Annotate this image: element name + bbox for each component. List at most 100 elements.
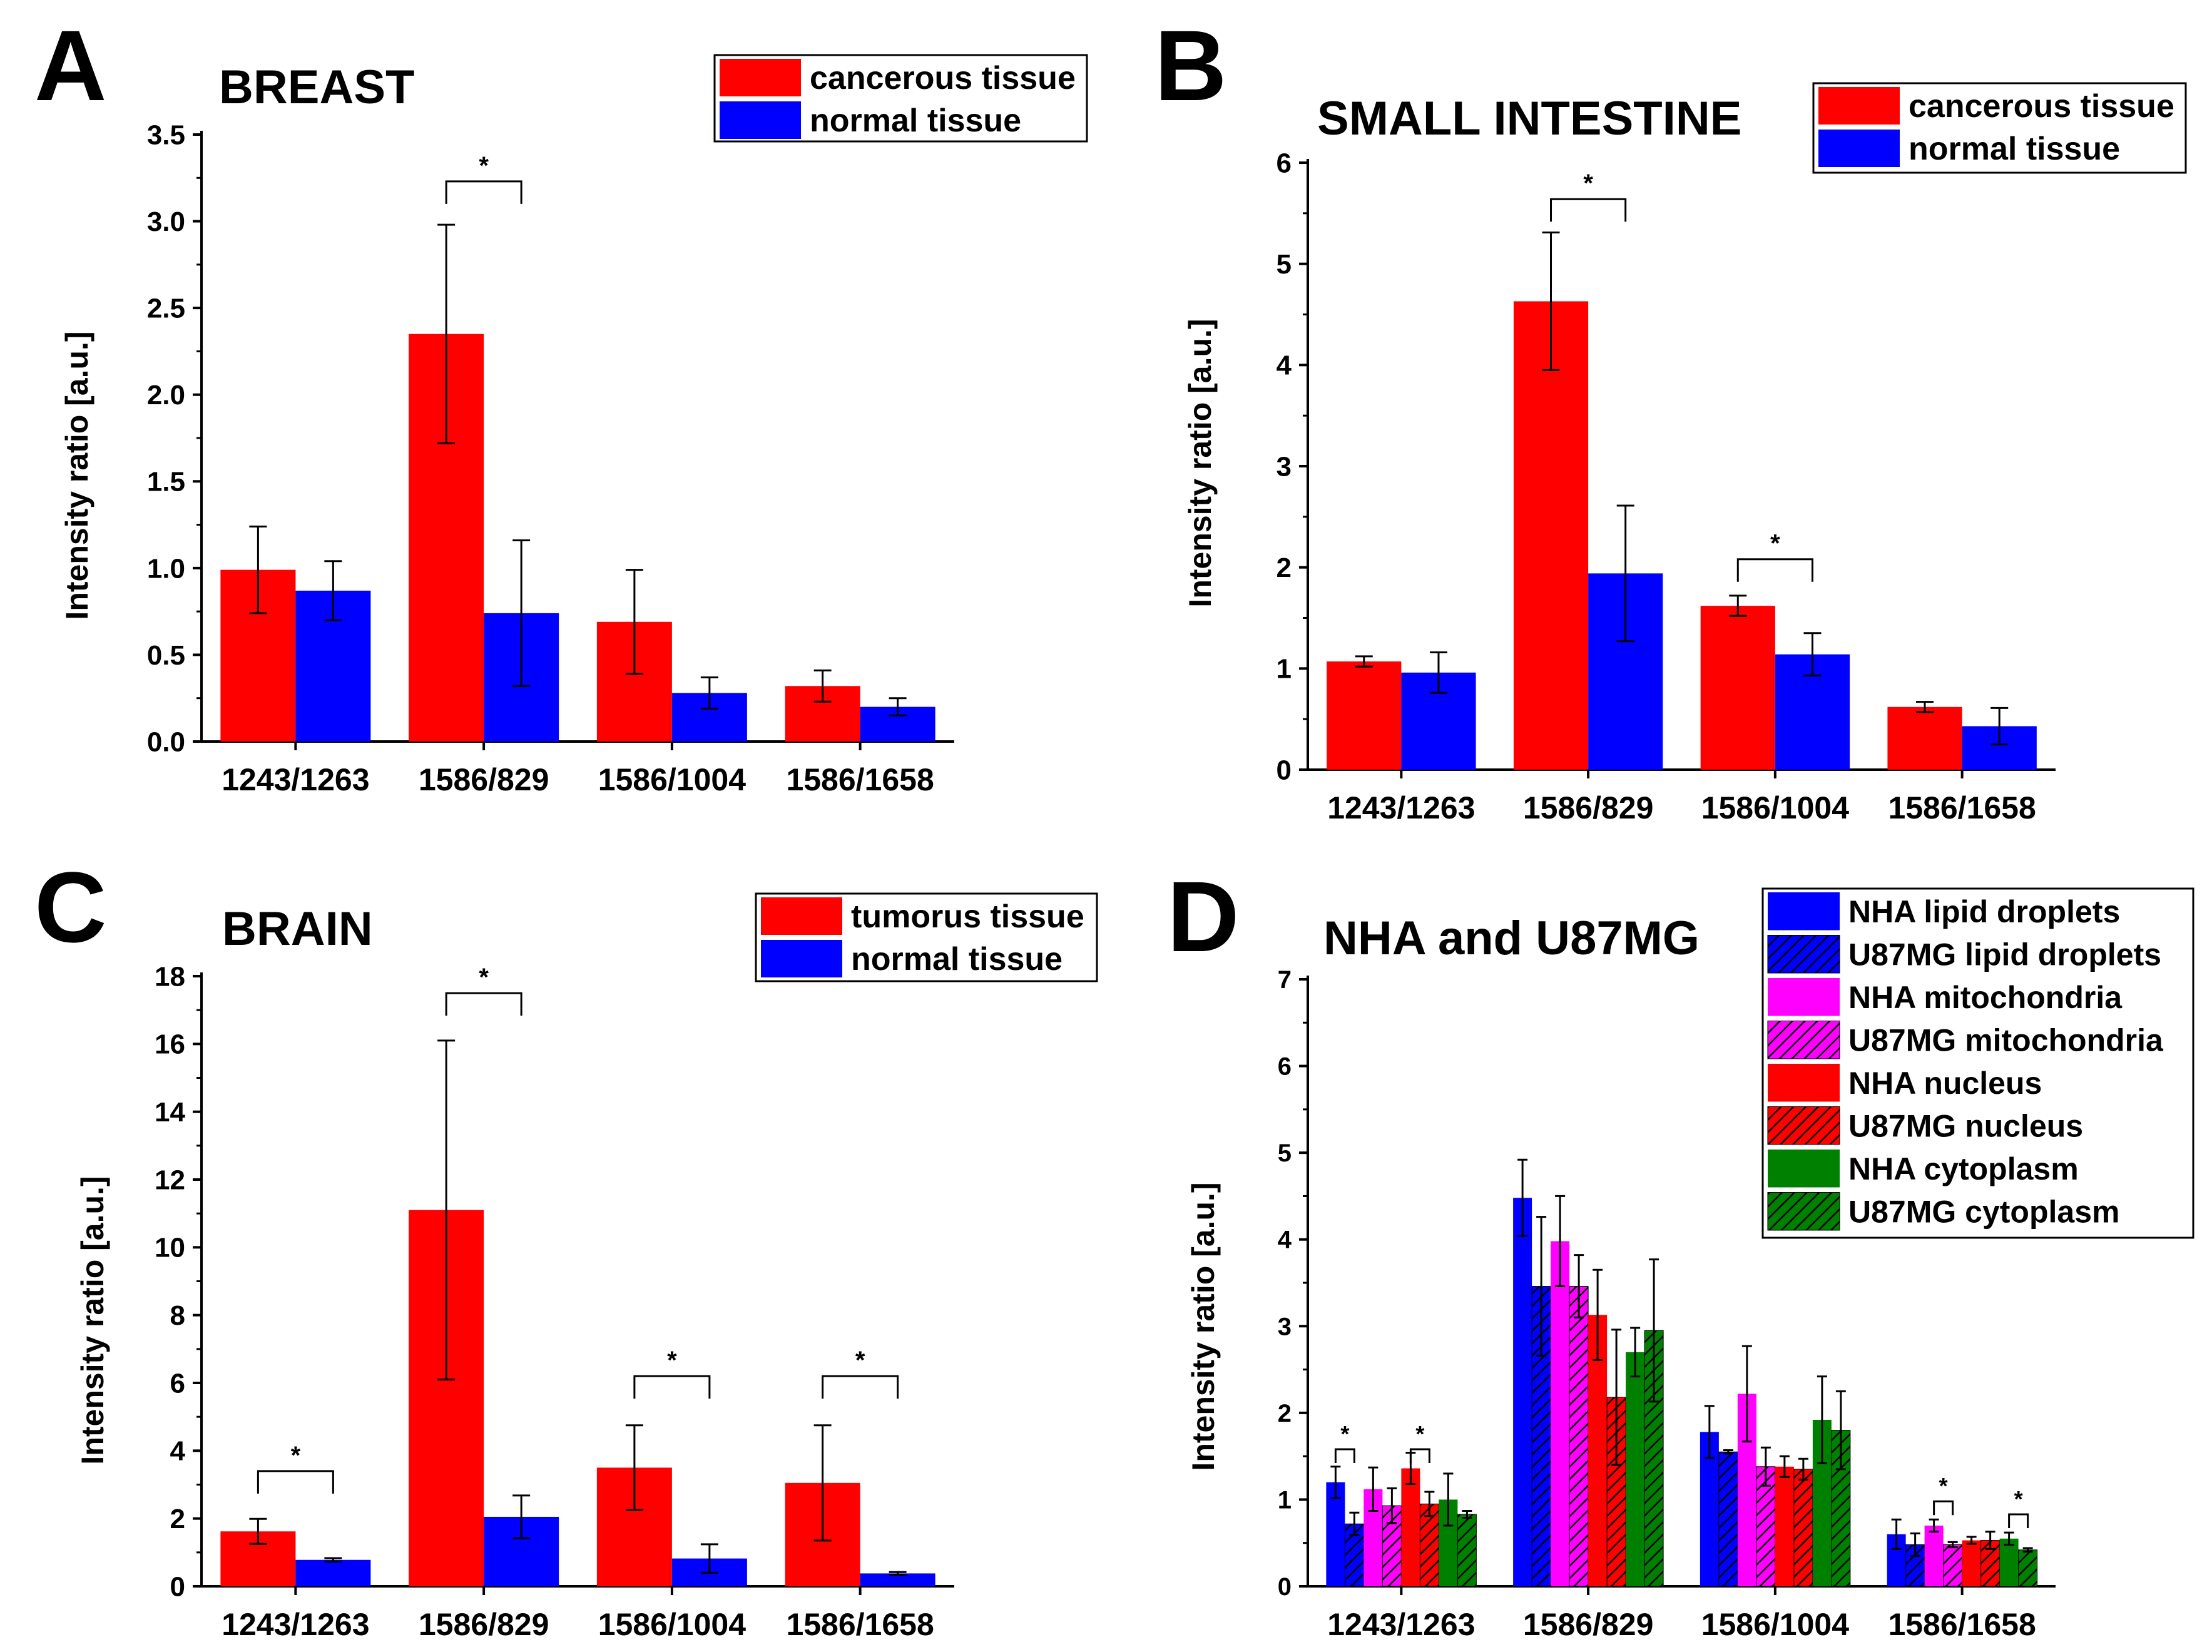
significance-bracket: [1409, 1448, 1430, 1464]
bar: [1793, 1469, 1813, 1587]
y-tick-label: 0: [1278, 1573, 1292, 1601]
significance-bracket: [1933, 1500, 1954, 1516]
significance-star: *: [291, 1442, 301, 1469]
bar: [1887, 706, 1962, 770]
bar: [1569, 1286, 1589, 1587]
legend-swatch: [1768, 1064, 1840, 1102]
x-category-label: 1586/829: [1523, 790, 1654, 825]
legend-swatch: [1768, 978, 1840, 1016]
panel-a-ylabel: Intensity ratio [a.u.]: [59, 331, 94, 620]
legend-label: U87MG lipid droplets: [1848, 937, 2161, 972]
panel-b-title: SMALL INTESTINE: [1317, 92, 1741, 145]
y-tick-label: 1: [1278, 1486, 1292, 1514]
y-tick-label: 8: [170, 1300, 185, 1331]
legend-swatch: [1818, 130, 1900, 167]
legend-label: NHA cytoplasm: [1848, 1151, 2079, 1186]
panel-b: B SMALL INTESTINE Intensity ratio [a.u.]…: [1154, 9, 2187, 825]
y-tick-label: 1.5: [147, 467, 185, 497]
legend-swatch: [1768, 892, 1840, 931]
x-category-label: 1586/1004: [598, 762, 747, 797]
bar: [1551, 1241, 1570, 1586]
significance-bracket: [1736, 558, 1813, 582]
significance-star: *: [1340, 1421, 1349, 1447]
legend-swatch: [1818, 87, 1900, 125]
panel-c-plot: 0 2 4 6 8 10 12 14 16 18 1243/1263 1586/829 1586/100…: [155, 892, 1098, 1642]
bar: [1700, 606, 1775, 770]
legend-swatch: [1767, 935, 1840, 974]
y-tick-label: 2: [170, 1504, 185, 1534]
legend-label: NHA mitochondria: [1848, 980, 2123, 1015]
y-tick-label: 4: [1278, 1226, 1292, 1254]
x-category-label: 1243/1263: [222, 1607, 369, 1642]
panel-c-title: BRAIN: [222, 902, 373, 956]
y-tick-label: 3.5: [147, 120, 185, 150]
bar: [1775, 1466, 1794, 1586]
bar: [1513, 301, 1589, 770]
bar: [1962, 1540, 1981, 1586]
panel-a-plot: 0.0 0.5 1.0 1.5 2.0 2.5 3.0 3.5 1243/1263 1586/82…: [147, 54, 1088, 797]
bar: [1401, 1468, 1420, 1586]
legend-label: U87MG nucleus: [1848, 1108, 2083, 1143]
x-category-label: 1586/1004: [1701, 790, 1850, 825]
y-tick-label: 18: [155, 961, 185, 992]
x-category-label: 1586/1004: [598, 1607, 747, 1642]
significance-star: *: [855, 1347, 865, 1374]
y-tick-label: 1: [1277, 654, 1292, 685]
panel-b-ylabel: Intensity ratio [a.u.]: [1183, 319, 1218, 607]
y-tick-label: 14: [155, 1097, 185, 1128]
panel-d-plot: 0 1 2 3 4 5 6 7 1243/1263 1586/829 1586/1004 1586/1…: [1278, 887, 2194, 1642]
legend-swatch: [761, 897, 842, 935]
significance-bracket: [1550, 198, 1627, 222]
x-category-label: 1586/829: [419, 1607, 549, 1642]
panel-b-letter: B: [1154, 9, 1227, 121]
y-tick-label: 5: [1277, 249, 1292, 280]
legend-label: U87MG mitochondria: [1848, 1022, 2164, 1058]
significance-bracket: [1334, 1448, 1355, 1464]
significance-star: *: [479, 152, 489, 180]
panel-c-letter: C: [34, 851, 107, 963]
significance-star: *: [479, 964, 489, 991]
bar: [1924, 1526, 1944, 1586]
legend-swatch: [1767, 1021, 1840, 1059]
x-category-label: 1586/829: [419, 762, 549, 797]
significance-bracket: [445, 992, 522, 1016]
legend-label: normal tissue: [1909, 131, 2120, 167]
y-tick-label: 3.0: [147, 206, 185, 237]
significance-star: *: [1415, 1421, 1424, 1447]
x-category-label: 1243/1263: [1327, 790, 1475, 825]
legend-label: cancerous tissue: [810, 60, 1076, 96]
x-category-label: 1586/1658: [786, 1607, 934, 1642]
legend-label: U87MG cytoplasm: [1848, 1194, 2119, 1229]
y-tick-label: 6: [1278, 1053, 1292, 1081]
panel-d-title: NHA and U87MG: [1323, 912, 1700, 965]
y-tick-label: 0: [1277, 755, 1292, 785]
y-tick-label: 2: [1277, 553, 1292, 583]
bar: [1513, 1198, 1532, 1586]
y-tick-label: 3: [1278, 1313, 1292, 1340]
y-tick-label: 3: [1277, 451, 1292, 482]
y-tick-label: 16: [155, 1029, 185, 1060]
bar: [2018, 1549, 2038, 1587]
bar: [1419, 1503, 1439, 1587]
legend-label: NHA lipid droplets: [1848, 894, 2120, 929]
y-tick-label: 6: [170, 1368, 185, 1399]
bar: [1326, 1482, 1345, 1586]
y-tick-label: 0.0: [147, 727, 185, 757]
bar: [860, 1573, 935, 1586]
panel-d: D NHA and U87MG Intensity ratio [a.u.] 0…: [1167, 860, 2194, 1642]
panel-a-letter: A: [34, 9, 107, 121]
significance-star: *: [2014, 1486, 2023, 1512]
legend-swatch: [720, 101, 801, 139]
legend-swatch: [761, 940, 842, 977]
y-tick-label: 2.5: [147, 293, 185, 324]
x-category-label: 1243/1263: [222, 762, 369, 797]
panel-a-title: BREAST: [219, 61, 414, 114]
x-category-label: 1586/1658: [1888, 1607, 2036, 1642]
x-category-label: 1586/1658: [1888, 790, 2036, 825]
panel-d-ylabel: Intensity ratio [a.u.]: [1186, 1182, 1221, 1471]
panel-c-ylabel: Intensity ratio [a.u.]: [75, 1176, 110, 1464]
legend-swatch: [720, 59, 801, 96]
x-category-label: 1586/1658: [786, 762, 934, 797]
significance-bracket: [445, 180, 522, 204]
